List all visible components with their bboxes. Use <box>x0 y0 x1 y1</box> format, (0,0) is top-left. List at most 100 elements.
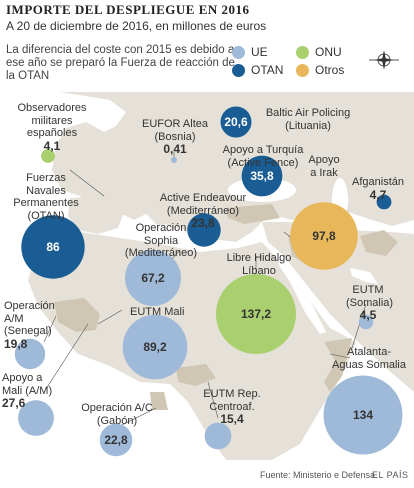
mission-name: EUTM Rep. Centroaf. <box>203 388 261 413</box>
label-libano: Libre Hidalgo Líbano <box>222 252 296 277</box>
brand-logo: EL PAÍS <box>372 470 409 480</box>
bubble-value-libano: 137,2 <box>240 307 272 321</box>
country-highlight-turkey <box>226 204 280 224</box>
label-active-endeavour: Active Endeavour (Mediterráneo) 23,8 <box>158 192 248 230</box>
mission-bubble <box>323 375 403 455</box>
legend-dot-otan <box>232 63 245 77</box>
legend-item-onu: ONU <box>296 45 342 59</box>
red-sea <box>278 260 326 334</box>
label-fuerzas: Fuerzas Navales Permanentes (OTAN) <box>8 172 84 222</box>
bubble-value-atalanta: 134 <box>352 408 374 422</box>
label-eutm-mali: EUTM Mali <box>130 306 184 319</box>
legend-item-otan: OTAN <box>232 63 283 77</box>
country-highlight-afghanistan <box>360 230 398 256</box>
label-observadores: Observadores militares españoles 4,1 <box>6 102 98 152</box>
leader-line-eutm-somalia <box>351 303 367 349</box>
mission-value: 4,1 <box>43 138 61 153</box>
label-irak: Apoyo a Irak <box>304 154 344 179</box>
mission-name: Operación A/M (Senegal) <box>4 300 55 337</box>
mission-bubble <box>21 215 85 279</box>
mission-name: Atalanta-Aguas Somalia <box>332 346 406 371</box>
landmass-middle-east <box>262 222 414 392</box>
mission-value: 4,7 <box>369 187 387 202</box>
leader-line-eutm-mali <box>97 309 123 325</box>
label-apoyo-mali: Apoyo a Mali (A/M) 27,6 <box>2 372 62 410</box>
legend-label-ue: UE <box>251 45 268 59</box>
legend-item-otros: Otros <box>296 63 344 77</box>
mission-name: Apoyo a Turquía (Active Fence) <box>222 144 304 169</box>
persian-gulf <box>350 268 378 284</box>
label-baltic: Baltic Air Policing (Lituania) <box>248 107 368 132</box>
mission-bubble <box>171 157 177 163</box>
mission-bubble <box>290 202 358 270</box>
mission-value: 4,5 <box>359 308 377 322</box>
country-highlight-mali <box>54 298 100 332</box>
page-subtitle: A 20 de diciembre de 2016, en millones d… <box>6 19 267 33</box>
legend-label-otan: OTAN <box>251 63 284 77</box>
mission-bubble <box>14 338 46 370</box>
label-eutm-rca: EUTM Rep. Centroaf. 15,4 <box>198 388 266 426</box>
mission-bubble <box>241 155 283 197</box>
country-highlight-gabon <box>150 392 168 410</box>
mission-value: 0,41 <box>163 142 187 156</box>
mission-name: Afganistán <box>352 176 404 188</box>
mission-name: Fuerzas Navales Permanentes (OTAN) <box>13 172 79 222</box>
leader-line-mali-apoyo <box>43 323 89 393</box>
mission-value: 15,4 <box>220 412 244 426</box>
bubble-value-fuerzas: 86 <box>46 240 60 254</box>
mission-name: EUFOR Altea (Bosnia) <box>141 118 209 143</box>
mission-name: Libre Hidalgo Líbano <box>226 252 292 277</box>
mission-bubble <box>358 314 374 330</box>
legend-item-ue: UE <box>232 45 268 59</box>
map-area: Observadores militares españoles 4,1 EUF… <box>0 92 414 460</box>
mission-bubble <box>125 250 181 306</box>
mission-value: 27,6 <box>2 396 26 410</box>
label-eutm-somalia: EUTM (Somalia) 4,5 <box>346 284 394 322</box>
mission-bubble <box>99 423 133 457</box>
label-atalanta: Atalanta-Aguas Somalia <box>332 346 406 371</box>
mission-name: Operación Sophia (Mediterráneo) <box>124 222 198 259</box>
mission-bubble <box>187 213 221 247</box>
mission-bubble <box>376 194 392 210</box>
background-map <box>0 92 414 460</box>
mission-name: Operación A/C (Gabón) <box>81 402 153 427</box>
mission-bubble <box>216 274 296 354</box>
mission-name: Apoyo a Irak <box>308 154 340 179</box>
mission-bubble <box>220 106 252 138</box>
mission-bubble <box>204 422 232 450</box>
mission-bubble <box>18 400 54 436</box>
bubble-value-baltic: 20,6 <box>224 115 248 129</box>
label-eufor: EUFOR Altea (Bosnia) 0,41 <box>134 118 216 156</box>
mission-name: Apoyo a Mali (A/M) <box>2 372 53 397</box>
legend-dot-ue <box>232 45 245 59</box>
label-sophia: Operación Sophia (Mediterráneo) <box>122 222 200 260</box>
bubble-value-gabon: 22,8 <box>104 433 128 447</box>
source-note: Fuente: Ministerio e Defensa. <box>260 470 378 480</box>
leader-line-senegal <box>43 315 57 343</box>
mission-name: Active Endeavour (Mediterráneo) <box>159 192 247 217</box>
label-senegal: Operación A/M (Senegal) 19,8 <box>4 300 62 350</box>
mission-name: EUTM Mali <box>130 306 185 318</box>
mission-name: Baltic Air Policing (Lituania) <box>265 107 351 132</box>
bubble-value-turquia: 35,8 <box>250 169 274 183</box>
landmass-italy <box>150 192 180 230</box>
legend-label-onu: ONU <box>315 45 342 59</box>
bubble-value-sophia: 67,2 <box>141 271 165 285</box>
explanatory-note: La diferencia del coste con 2015 es debi… <box>6 44 235 82</box>
mission-name: EUTM (Somalia) <box>346 284 394 309</box>
page-title: IMPORTE DEL DESPLIEGUE EN 2016 <box>6 2 250 17</box>
leader-line-atalanta <box>329 353 351 359</box>
legend-label-otros: Otros <box>315 63 345 77</box>
landmass-iberia <box>68 196 124 234</box>
bubble-value-eutm-mali: 89,2 <box>143 340 167 354</box>
country-highlight-somalia <box>324 338 352 392</box>
bubble-value-irak: 97,8 <box>312 229 336 243</box>
leader-line-fuerzas <box>69 169 105 197</box>
leader-line-gabon <box>115 407 157 429</box>
compass-rose-icon <box>369 50 399 70</box>
mission-bubble <box>41 149 55 163</box>
mission-value: 23,8 <box>191 216 215 230</box>
leader-line-car <box>207 381 219 419</box>
legend-dot-otros <box>296 63 309 77</box>
